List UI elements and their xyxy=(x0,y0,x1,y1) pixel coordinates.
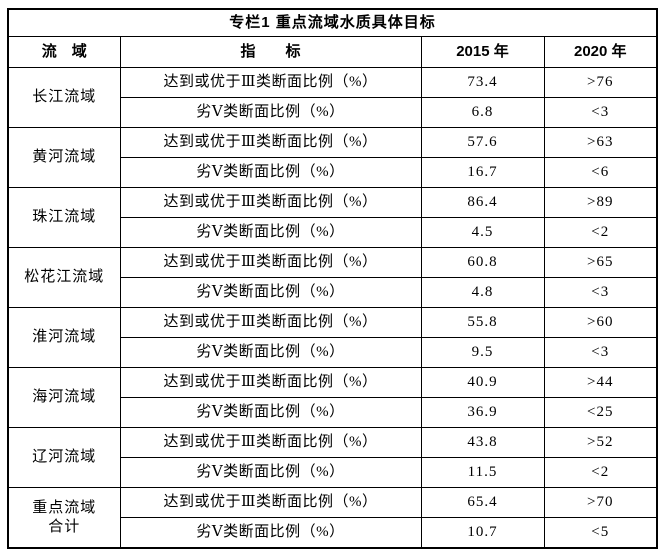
indicator-cell: 劣Ⅴ类断面比例（%） xyxy=(119,337,422,368)
value-2020-cell: >76 xyxy=(543,67,658,98)
indicator-cell: 劣Ⅴ类断面比例（%） xyxy=(119,277,422,308)
indicator-cell: 达到或优于Ⅲ类断面比例（%） xyxy=(119,367,422,398)
table-row: 珠江流域 达到或优于Ⅲ类断面比例（%） 86.4 >89 xyxy=(7,187,658,248)
table-row: 劣Ⅴ类断面比例（%） 36.9 <25 xyxy=(8,397,658,428)
water-quality-targets-table: 专栏1 重点流域水质具体目标 流 域 指 标 2015 年 2020 年 长江流… xyxy=(7,8,659,549)
value-2020-cell: <3 xyxy=(543,337,658,368)
basin-cell: 重点流域 合计 xyxy=(7,487,121,549)
indicator-cell: 劣Ⅴ类断面比例（%） xyxy=(119,397,422,428)
table-row: 黄河流域 达到或优于Ⅲ类断面比例（%） 57.6 >63 xyxy=(7,127,658,188)
value-2015-cell: 10.7 xyxy=(420,517,545,549)
table-row: 劣Ⅴ类断面比例（%） 11.5 <2 xyxy=(8,457,658,488)
indicator-cell: 达到或优于Ⅲ类断面比例（%） xyxy=(119,487,422,518)
value-2020-cell: <2 xyxy=(543,457,658,488)
header-indicator: 指 标 xyxy=(119,36,422,68)
table-header-row: 流 域 指 标 2015 年 2020 年 xyxy=(7,36,658,68)
value-2015-cell: 43.8 xyxy=(420,427,545,458)
table-row: 劣Ⅴ类断面比例（%） 16.7 <6 xyxy=(8,157,658,188)
table-title: 专栏1 重点流域水质具体目标 xyxy=(7,8,658,37)
document-page: 专栏1 重点流域水质具体目标 流 域 指 标 2015 年 2020 年 长江流… xyxy=(7,8,659,549)
indicator-cell: 达到或优于Ⅲ类断面比例（%） xyxy=(119,67,422,98)
header-2015: 2015 年 xyxy=(420,36,545,68)
value-2015-cell: 11.5 xyxy=(420,457,545,488)
table-row: 劣Ⅴ类断面比例（%） 4.8 <3 xyxy=(8,277,658,308)
value-2020-cell: <25 xyxy=(543,397,658,428)
value-2015-cell: 6.8 xyxy=(420,97,545,128)
header-2020: 2020 年 xyxy=(543,36,658,68)
value-2015-cell: 86.4 xyxy=(420,187,545,218)
value-2020-cell: <2 xyxy=(543,217,658,248)
basin-cell: 长江流域 xyxy=(7,67,121,128)
value-2020-cell: <3 xyxy=(543,97,658,128)
basin-cell: 淮河流域 xyxy=(7,307,121,368)
value-2020-cell: >65 xyxy=(543,247,658,278)
table-row: 长江流域 达到或优于Ⅲ类断面比例（%） 73.4 >76 xyxy=(7,67,658,128)
value-2020-cell: >70 xyxy=(543,487,658,518)
indicator-cell: 达到或优于Ⅲ类断面比例（%） xyxy=(119,127,422,158)
table-row: 劣Ⅴ类断面比例（%） 6.8 <3 xyxy=(8,97,658,128)
basin-cell: 黄河流域 xyxy=(7,127,121,188)
indicator-cell: 劣Ⅴ类断面比例（%） xyxy=(119,457,422,488)
table-row: 重点流域 合计 达到或优于Ⅲ类断面比例（%） 65.4 >70 xyxy=(7,487,658,549)
value-2020-cell: <6 xyxy=(543,157,658,188)
basin-cell: 珠江流域 xyxy=(7,187,121,248)
value-2015-cell: 40.9 xyxy=(420,367,545,398)
table-row: 劣Ⅴ类断面比例（%） 9.5 <3 xyxy=(8,337,658,368)
indicator-cell: 劣Ⅴ类断面比例（%） xyxy=(119,217,422,248)
indicator-cell: 达到或优于Ⅲ类断面比例（%） xyxy=(119,427,422,458)
value-2020-cell: >89 xyxy=(543,187,658,218)
table-row: 淮河流域 达到或优于Ⅲ类断面比例（%） 55.8 >60 xyxy=(7,307,658,368)
value-2015-cell: 16.7 xyxy=(420,157,545,188)
value-2015-cell: 55.8 xyxy=(420,307,545,338)
value-2015-cell: 4.8 xyxy=(420,277,545,308)
value-2015-cell: 65.4 xyxy=(420,487,545,518)
value-2020-cell: >52 xyxy=(543,427,658,458)
value-2015-cell: 57.6 xyxy=(420,127,545,158)
indicator-cell: 劣Ⅴ类断面比例（%） xyxy=(119,517,422,549)
indicator-cell: 达到或优于Ⅲ类断面比例（%） xyxy=(119,247,422,278)
value-2020-cell: >63 xyxy=(543,127,658,158)
table-row: 海河流域 达到或优于Ⅲ类断面比例（%） 40.9 >44 xyxy=(7,367,658,428)
table-row: 劣Ⅴ类断面比例（%） 4.5 <2 xyxy=(8,217,658,248)
basin-cell: 松花江流域 xyxy=(7,247,121,308)
value-2015-cell: 73.4 xyxy=(420,67,545,98)
value-2015-cell: 4.5 xyxy=(420,217,545,248)
value-2015-cell: 60.8 xyxy=(420,247,545,278)
table-title-row: 专栏1 重点流域水质具体目标 xyxy=(7,8,658,37)
basin-cell: 海河流域 xyxy=(7,367,121,428)
indicator-cell: 达到或优于Ⅲ类断面比例（%） xyxy=(119,187,422,218)
table-row: 松花江流域 达到或优于Ⅲ类断面比例（%） 60.8 >65 xyxy=(7,247,658,308)
indicator-cell: 劣Ⅴ类断面比例（%） xyxy=(119,157,422,188)
value-2020-cell: >60 xyxy=(543,307,658,338)
value-2015-cell: 36.9 xyxy=(420,397,545,428)
table-row: 辽河流域 达到或优于Ⅲ类断面比例（%） 43.8 >52 xyxy=(7,427,658,488)
value-2015-cell: 9.5 xyxy=(420,337,545,368)
value-2020-cell: <5 xyxy=(543,517,658,549)
header-basin: 流 域 xyxy=(7,36,121,68)
value-2020-cell: <3 xyxy=(543,277,658,308)
basin-cell: 辽河流域 xyxy=(7,427,121,488)
value-2020-cell: >44 xyxy=(543,367,658,398)
indicator-cell: 达到或优于Ⅲ类断面比例（%） xyxy=(119,307,422,338)
indicator-cell: 劣Ⅴ类断面比例（%） xyxy=(119,97,422,128)
